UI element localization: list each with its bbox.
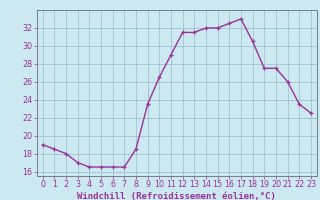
X-axis label: Windchill (Refroidissement éolien,°C): Windchill (Refroidissement éolien,°C) xyxy=(77,192,276,200)
